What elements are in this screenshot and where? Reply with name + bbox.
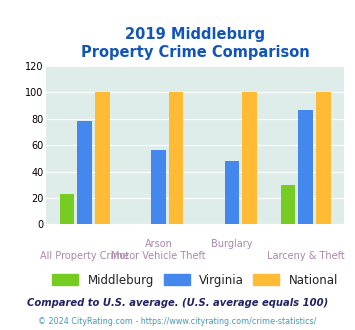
Text: Arson: Arson bbox=[144, 239, 173, 249]
Bar bbox=[77, 121, 92, 224]
Bar bbox=[281, 185, 295, 224]
Bar bbox=[225, 161, 240, 224]
Bar bbox=[60, 194, 75, 224]
Bar bbox=[169, 92, 184, 224]
Text: Motor Vehicle Theft: Motor Vehicle Theft bbox=[111, 251, 206, 261]
Bar bbox=[299, 110, 313, 224]
Bar bbox=[151, 150, 166, 224]
Legend: Middleburg, Virginia, National: Middleburg, Virginia, National bbox=[48, 269, 343, 291]
Text: Compared to U.S. average. (U.S. average equals 100): Compared to U.S. average. (U.S. average … bbox=[27, 298, 328, 308]
Bar bbox=[316, 92, 331, 224]
Text: All Property Crime: All Property Crime bbox=[40, 251, 129, 261]
Text: Larceny & Theft: Larceny & Theft bbox=[267, 251, 345, 261]
Text: Burglary: Burglary bbox=[211, 239, 253, 249]
Text: © 2024 CityRating.com - https://www.cityrating.com/crime-statistics/: © 2024 CityRating.com - https://www.city… bbox=[38, 317, 317, 326]
Text: 2019 Middleburg: 2019 Middleburg bbox=[125, 27, 265, 42]
Bar bbox=[242, 92, 257, 224]
Bar bbox=[95, 92, 110, 224]
Text: Property Crime Comparison: Property Crime Comparison bbox=[81, 45, 310, 60]
